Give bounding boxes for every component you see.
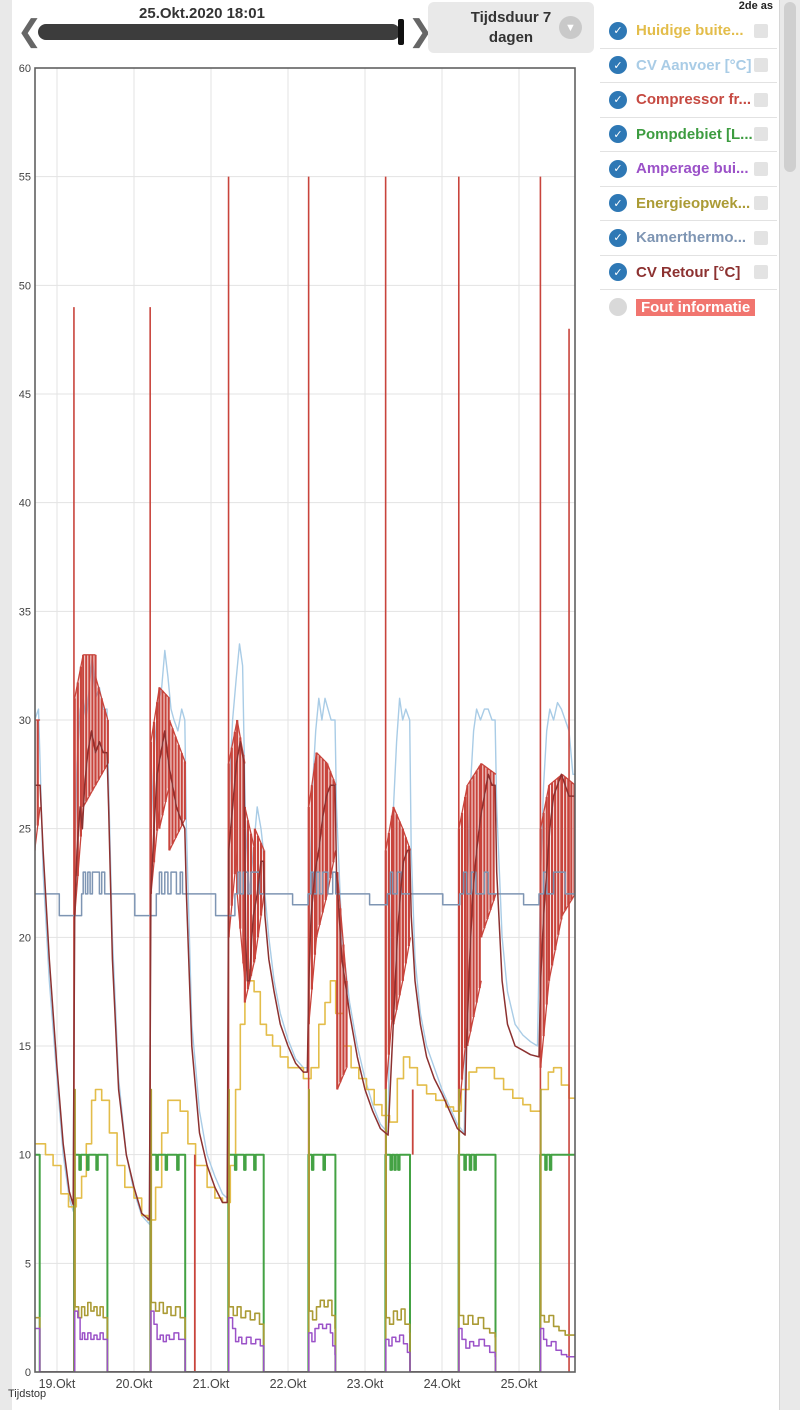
checked-circle-icon[interactable]: ✓ bbox=[609, 228, 627, 247]
svg-text:21.Okt: 21.Okt bbox=[193, 1377, 230, 1391]
svg-text:20: 20 bbox=[19, 932, 31, 944]
duration-dropdown[interactable]: Tijdsduur 7 dagen ▼ bbox=[428, 2, 594, 53]
legend-item-2[interactable]: ✓ Compressor fr... bbox=[600, 83, 777, 118]
chevron-down-icon[interactable]: ▼ bbox=[559, 16, 582, 39]
legend-item-1[interactable]: ✓ CV Aanvoer [°C] bbox=[600, 49, 777, 83]
svg-text:25.Okt: 25.Okt bbox=[501, 1377, 538, 1391]
left-margin-strip bbox=[0, 0, 12, 1410]
legend-item-3[interactable]: ✓ Pompdebiet [L... bbox=[600, 118, 777, 152]
legend-item-label: Fout informatie bbox=[636, 298, 777, 316]
legend-item-label: Pompdebiet [L... bbox=[636, 125, 753, 143]
legend-rows: ✓ Huidige buite... ✓ CV Aanvoer [°C] ✓ Compre… bbox=[600, 14, 777, 325]
time-navigation-bar: 25.Okt.2020 18:01 ❮ ❯ Tijdsduur 7 dagen … bbox=[12, 0, 600, 58]
legend-item-label: Energieopwek... bbox=[636, 194, 751, 212]
svg-text:5: 5 bbox=[25, 1258, 31, 1270]
svg-text:22.Okt: 22.Okt bbox=[270, 1377, 307, 1391]
legend-item-label: CV Aanvoer [°C] bbox=[636, 56, 752, 74]
svg-text:23.Okt: 23.Okt bbox=[347, 1377, 384, 1391]
svg-text:10: 10 bbox=[19, 1150, 31, 1162]
svg-text:55: 55 bbox=[19, 172, 31, 184]
checked-circle-icon[interactable]: ✓ bbox=[609, 90, 627, 109]
scrollbar-thumb[interactable] bbox=[784, 2, 796, 172]
legend-item-label: Amperage bui... bbox=[636, 160, 749, 178]
svg-text:35: 35 bbox=[19, 606, 31, 618]
scrollbar-track[interactable] bbox=[779, 0, 800, 1410]
svg-text:60: 60 bbox=[19, 63, 31, 75]
legend-item-label: CV Retour [°C] bbox=[636, 263, 741, 281]
svg-text:20.Okt: 20.Okt bbox=[116, 1377, 153, 1391]
checked-circle-icon[interactable]: ✓ bbox=[609, 125, 627, 144]
checked-circle-icon[interactable]: ✓ bbox=[609, 263, 627, 282]
svg-text:0: 0 bbox=[25, 1367, 31, 1379]
secondary-axis-checkbox[interactable] bbox=[754, 196, 768, 211]
error-info-badge: Fout informatie bbox=[636, 298, 756, 316]
secondary-axis-checkbox[interactable] bbox=[754, 23, 768, 38]
checked-circle-icon[interactable]: ✓ bbox=[609, 159, 627, 178]
svg-text:24.Okt: 24.Okt bbox=[424, 1377, 461, 1391]
legend-item-label: Compressor fr... bbox=[636, 91, 752, 109]
secondary-axis-checkbox[interactable] bbox=[754, 58, 768, 73]
chart-area[interactable]: 0 5 10 15 20 25 30 35 40 45 50 55 60 19.Okt 20.Okt 21.O… bbox=[0, 0, 600, 1410]
svg-text:15: 15 bbox=[19, 1041, 31, 1053]
tijdstop-label: Tijdstop bbox=[8, 1388, 47, 1400]
legend-item-8[interactable]: Fout informatie bbox=[600, 290, 777, 325]
svg-text:50: 50 bbox=[19, 280, 31, 292]
svg-text:25: 25 bbox=[19, 824, 31, 836]
legend-item-label: Huidige buite... bbox=[636, 22, 744, 40]
checked-circle-icon[interactable]: ✓ bbox=[609, 194, 627, 213]
svg-text:30: 30 bbox=[19, 715, 31, 727]
legend-item-6[interactable]: ✓ Kamerthermo... bbox=[600, 221, 777, 256]
secondary-axis-checkbox[interactable] bbox=[754, 92, 768, 107]
legend-item-0[interactable]: ✓ Huidige buite... bbox=[600, 14, 777, 49]
svg-text:45: 45 bbox=[19, 389, 31, 401]
secondary-axis-checkbox[interactable] bbox=[754, 230, 768, 245]
secondary-axis-header: 2de as bbox=[738, 0, 773, 12]
duration-dropdown-label: Tijdsduur 7 dagen bbox=[470, 9, 552, 46]
previous-period-button[interactable]: ❮ bbox=[17, 15, 43, 48]
unchecked-circle-icon[interactable] bbox=[609, 298, 627, 317]
secondary-axis-checkbox[interactable] bbox=[754, 161, 768, 176]
legend-item-4[interactable]: ✓ Amperage bui... bbox=[600, 152, 777, 187]
checked-circle-icon[interactable]: ✓ bbox=[609, 21, 627, 40]
svg-text:40: 40 bbox=[19, 498, 31, 510]
legend-item-5[interactable]: ✓ Energieopwek... bbox=[600, 187, 777, 221]
legend-item-label: Kamerthermo... bbox=[636, 229, 747, 247]
checked-circle-icon[interactable]: ✓ bbox=[609, 56, 627, 75]
secondary-axis-checkbox[interactable] bbox=[754, 265, 768, 280]
time-scrubber-handle[interactable] bbox=[398, 19, 404, 45]
secondary-axis-checkbox[interactable] bbox=[754, 127, 768, 142]
timeseries-chart[interactable]: 0 5 10 15 20 25 30 35 40 45 50 55 60 19.Okt 20.Okt 21.O… bbox=[0, 0, 600, 1410]
legend-item-7[interactable]: ✓ CV Retour [°C] bbox=[600, 256, 777, 290]
svg-text:19.Okt: 19.Okt bbox=[39, 1377, 76, 1391]
series-legend-panel: 2de as ✓ Huidige buite... ✓ CV Aanvoer [°C]… bbox=[600, 0, 777, 325]
current-date-label: 25.Okt.2020 18:01 bbox=[139, 5, 265, 22]
time-scrubber-track[interactable] bbox=[38, 24, 400, 40]
